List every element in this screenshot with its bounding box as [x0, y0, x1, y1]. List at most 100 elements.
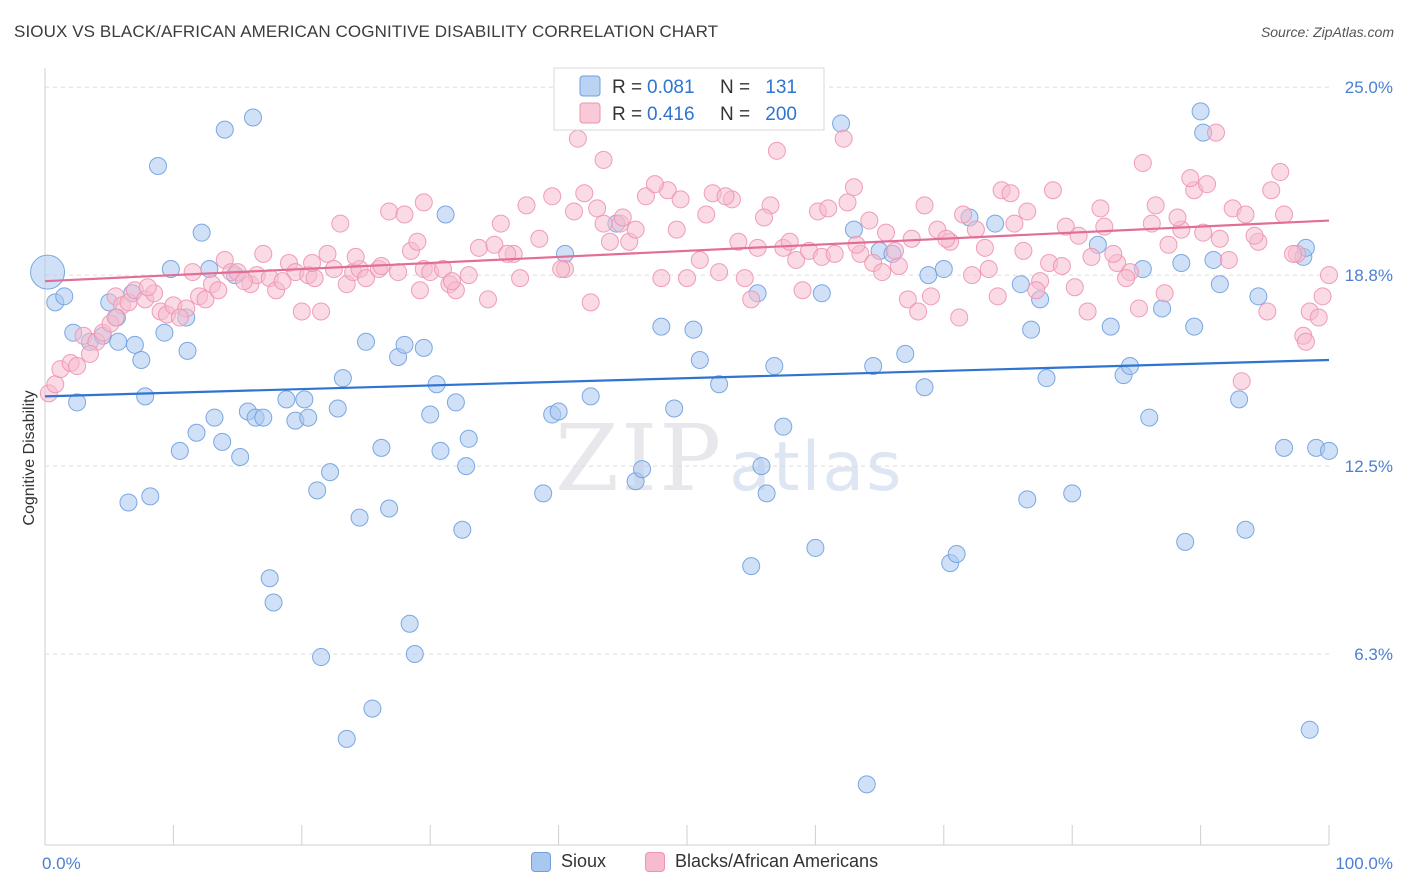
- sioux-point: [109, 332, 128, 351]
- sioux-point: [337, 729, 356, 748]
- black-point: [170, 308, 189, 327]
- sioux-point: [55, 287, 74, 306]
- sioux-point: [1063, 484, 1082, 503]
- sioux-point: [832, 114, 851, 133]
- sioux-point: [260, 569, 279, 588]
- sioux-point: [414, 338, 433, 357]
- black-point: [1207, 123, 1226, 142]
- black-point: [565, 202, 584, 221]
- black-point: [303, 253, 322, 272]
- sioux-point: [1204, 250, 1223, 269]
- sioux-point: [581, 387, 600, 406]
- sioux-point: [1320, 441, 1338, 460]
- sioux-point: [684, 320, 703, 339]
- black-point: [196, 290, 215, 309]
- sioux-point: [652, 317, 671, 336]
- black-point: [825, 244, 844, 263]
- black-point: [530, 229, 549, 248]
- black-point: [1069, 226, 1088, 245]
- black-point: [886, 241, 905, 260]
- black-african-american-points: [39, 123, 1338, 403]
- black-point: [1082, 247, 1101, 266]
- sioux-point: [312, 648, 331, 667]
- sioux-points: [30, 78, 1338, 794]
- sioux-point: [1210, 275, 1229, 294]
- sioux-point: [187, 423, 206, 442]
- sioux-point: [119, 493, 138, 512]
- black-point: [80, 344, 99, 363]
- sioux-point: [896, 344, 915, 363]
- black-point: [389, 263, 408, 282]
- sioux-point: [915, 378, 934, 397]
- sioux-point: [844, 220, 863, 239]
- sioux-point: [1018, 490, 1037, 509]
- sioux-point: [395, 335, 414, 354]
- black-point: [909, 302, 928, 321]
- black-point: [600, 232, 619, 251]
- sioux-point: [1249, 287, 1268, 306]
- n-value: 200: [765, 104, 797, 125]
- sioux-point: [742, 557, 761, 576]
- black-point: [588, 199, 607, 218]
- black-point: [312, 302, 331, 321]
- black-point: [1271, 163, 1290, 182]
- black-point: [575, 184, 594, 203]
- legend-label-black-african-american: Blacks/African Americans: [675, 851, 879, 871]
- black-point: [1095, 217, 1114, 236]
- black-point: [735, 269, 754, 288]
- axis-labels: 25.0% 18.8% 12.5% 6.3% 0.0% 100.0% Cognitive D…: [21, 78, 1393, 873]
- black-point: [443, 272, 462, 291]
- black-point: [1005, 214, 1024, 233]
- black-point: [954, 205, 973, 224]
- black-point: [1065, 278, 1084, 297]
- y-tick-label: 6.3%: [1354, 645, 1393, 664]
- sioux-point: [161, 260, 180, 279]
- black-point: [645, 175, 664, 194]
- series-legend: Sioux Blacks/African Americans: [0, 851, 1406, 879]
- sioux-point: [155, 323, 174, 342]
- sioux-point: [141, 487, 160, 506]
- sioux-point: [421, 405, 440, 424]
- black-point: [395, 205, 414, 224]
- black-point: [1320, 266, 1338, 285]
- sioux-point: [357, 332, 375, 351]
- sioux-point: [1037, 369, 1056, 388]
- stats-legend: R = 0.081 N = 131 R = 0.416 N = 200: [553, 67, 825, 131]
- sioux-point: [752, 457, 771, 476]
- sioux-point: [1176, 532, 1195, 551]
- sioux-point: [363, 699, 382, 718]
- black-point: [292, 302, 311, 321]
- black-point: [594, 150, 613, 169]
- sioux-point: [690, 350, 709, 369]
- sioux-point: [534, 484, 553, 503]
- black-point: [1117, 269, 1136, 288]
- sioux-point: [757, 484, 776, 503]
- sioux-point: [1185, 317, 1204, 336]
- sioux-point: [200, 260, 219, 279]
- sioux-point: [1172, 253, 1191, 272]
- black-point: [357, 269, 375, 288]
- black-point: [1133, 153, 1152, 172]
- r-label: R =: [612, 104, 642, 125]
- n-label: N =: [720, 104, 750, 125]
- black-point: [742, 290, 761, 309]
- black-point: [780, 232, 799, 251]
- black-point: [273, 272, 292, 291]
- legend-item-sioux[interactable]: Sioux: [531, 851, 606, 872]
- black-point: [1001, 184, 1020, 203]
- sioux-point: [148, 156, 167, 175]
- black-point: [46, 375, 65, 394]
- black-point: [485, 235, 504, 254]
- black-point: [1146, 196, 1165, 215]
- sioux-point: [1191, 102, 1210, 121]
- black-point: [1018, 202, 1037, 221]
- legend-item-black-african-american[interactable]: Blacks/African Americans: [645, 851, 878, 872]
- black-point: [716, 187, 735, 206]
- black-point: [517, 196, 536, 215]
- black-point: [966, 220, 985, 239]
- black-point: [331, 214, 350, 233]
- black-point: [873, 263, 892, 282]
- sioux-point: [1275, 438, 1294, 457]
- black-point: [626, 220, 645, 239]
- black-point: [235, 272, 254, 291]
